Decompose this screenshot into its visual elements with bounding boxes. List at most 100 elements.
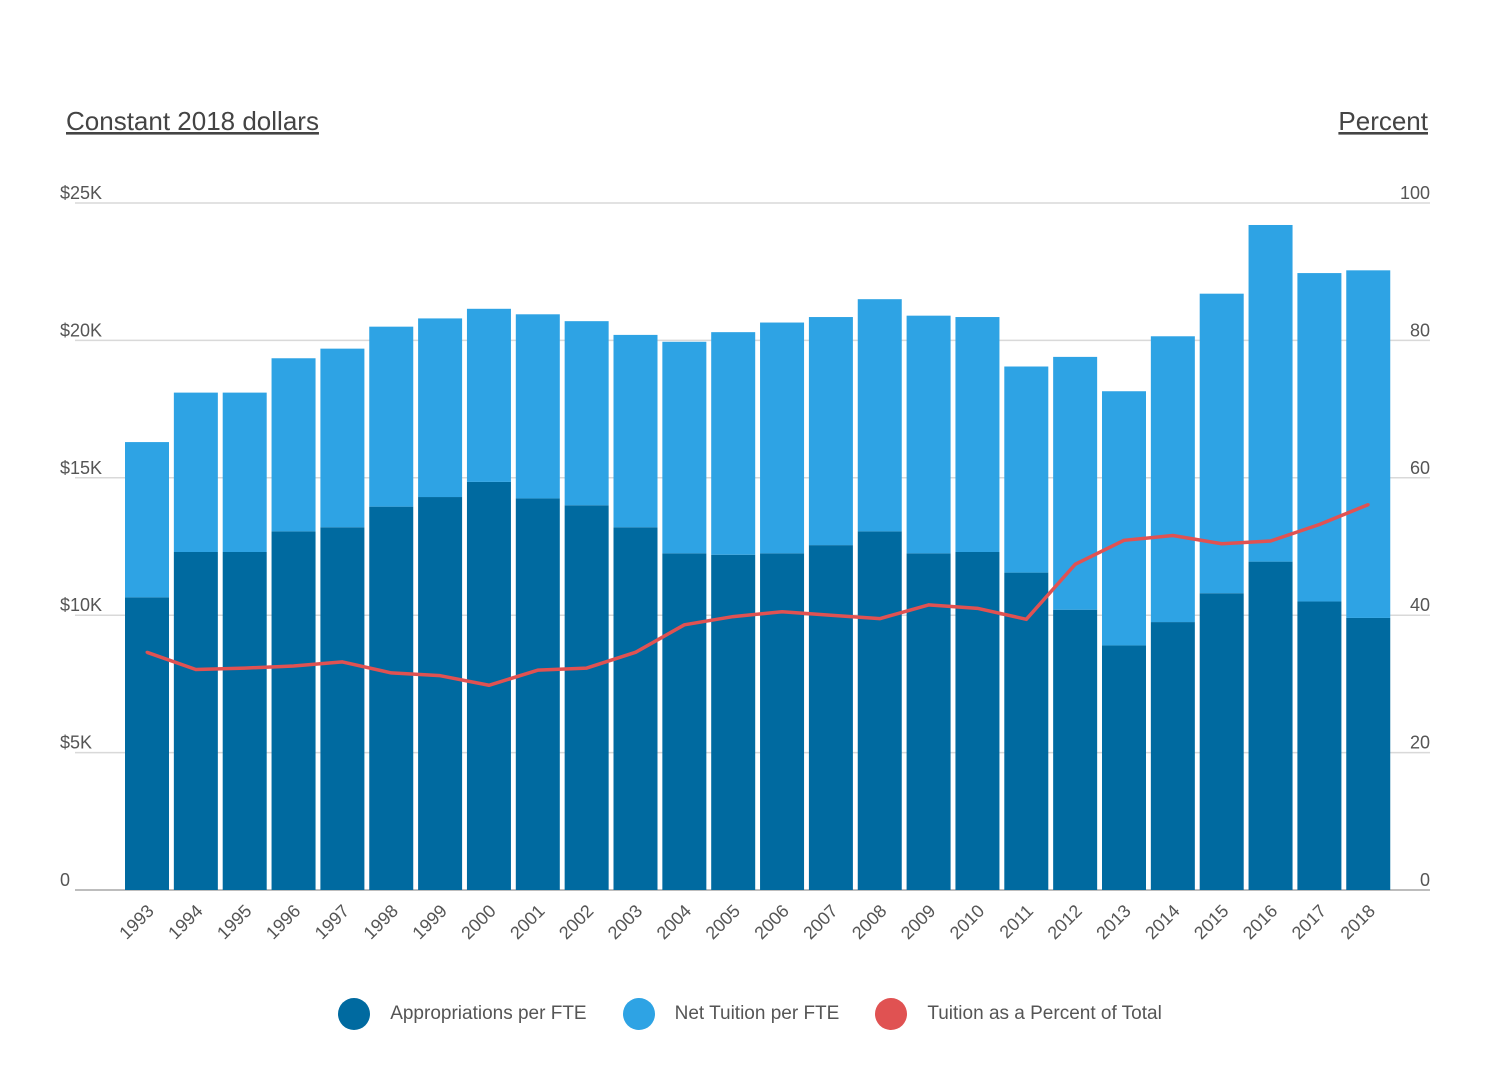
x-tick-label: 2006 xyxy=(750,901,792,943)
left-tick-label: $5K xyxy=(60,733,92,753)
bar-appropriations xyxy=(320,527,365,890)
line-point xyxy=(585,666,589,670)
left-axis-ticks: 0 $5K $10K $15K $20K $25K xyxy=(60,183,102,890)
bar-appropriations xyxy=(173,551,218,890)
x-tick-label: 1997 xyxy=(311,901,353,943)
legend-label-net-tuition: Net Tuition per FTE xyxy=(674,1003,840,1024)
bar-appropriations xyxy=(1297,601,1342,890)
legend-item-appropriations: Appropriations per FTE xyxy=(338,998,587,1030)
line-point xyxy=(1122,538,1126,542)
bar-net-tuition xyxy=(1004,366,1049,573)
x-tick-label: 2014 xyxy=(1141,901,1183,943)
line-point xyxy=(682,623,686,627)
x-tick-label: 2009 xyxy=(897,901,939,943)
left-tick-label: $25K xyxy=(60,183,102,203)
line-point xyxy=(780,610,784,614)
legend-swatch-tuition-percent xyxy=(875,998,908,1030)
line-point xyxy=(878,617,882,621)
bar-net-tuition xyxy=(808,317,853,546)
bar-appropriations xyxy=(369,506,414,890)
bar-appropriations xyxy=(955,551,1000,890)
bar-appropriations xyxy=(711,554,756,890)
bar-net-tuition xyxy=(662,341,707,554)
right-tick-label: 40 xyxy=(1410,595,1430,615)
line-point xyxy=(829,613,833,617)
x-tick-label: 2002 xyxy=(555,901,597,943)
bar-net-tuition xyxy=(906,315,951,554)
bar-appropriations xyxy=(1346,617,1391,890)
bar-net-tuition xyxy=(1297,273,1342,602)
bar-appropriations xyxy=(271,531,316,890)
left-tick-label: 0 xyxy=(60,870,70,890)
line-point xyxy=(634,650,637,654)
bar-appropriations xyxy=(1199,593,1244,890)
x-axis-ticks: 1993 1994 1995 1996 1997 1998 1999 2000 2001 2002… xyxy=(115,901,1379,943)
bar-appropriations xyxy=(662,553,707,890)
x-tick-label: 2017 xyxy=(1288,901,1330,943)
bar-appropriations xyxy=(1053,609,1098,890)
chart-area: Constant 2018 dollars Percent 0 $5K $10K $1… xyxy=(60,106,1430,943)
line-point xyxy=(1171,534,1175,538)
line-point xyxy=(927,603,931,607)
line-point xyxy=(1073,562,1077,566)
bar-appropriations xyxy=(857,531,902,890)
line-point xyxy=(487,683,491,687)
x-tick-label: 1993 xyxy=(115,901,157,943)
left-tick-label: $15K xyxy=(60,458,102,478)
bar-net-tuition xyxy=(857,299,902,532)
bar-net-tuition xyxy=(1346,270,1391,618)
x-tick-label: 1994 xyxy=(164,901,206,943)
left-axis-title: Constant 2018 dollars xyxy=(66,106,319,136)
x-tick-label: 2008 xyxy=(848,901,890,943)
x-tick-label: 1996 xyxy=(262,901,304,943)
line-point xyxy=(536,668,540,672)
line-point xyxy=(1220,542,1224,546)
x-tick-label: 2018 xyxy=(1337,901,1379,943)
x-tick-label: 2004 xyxy=(653,901,695,943)
legend-item-net-tuition: Net Tuition per FTE xyxy=(622,998,840,1030)
line-point xyxy=(194,667,198,671)
bar-net-tuition xyxy=(369,326,414,507)
x-tick-label: 2001 xyxy=(506,901,548,943)
legend-label-tuition-percent: Tuition as a Percent of Total xyxy=(927,1003,1162,1024)
bar-net-tuition xyxy=(173,392,218,552)
x-tick-label: 1995 xyxy=(213,901,255,943)
bar-appropriations xyxy=(1004,572,1049,890)
bar-net-tuition xyxy=(1102,391,1146,646)
bar-net-tuition xyxy=(271,358,316,532)
bar-net-tuition xyxy=(613,334,658,528)
line-series xyxy=(145,502,1370,688)
x-tick-label: 2012 xyxy=(1044,901,1086,943)
bar-net-tuition xyxy=(760,322,805,554)
line-point xyxy=(145,650,149,654)
line-point xyxy=(731,615,735,619)
right-tick-label: 0 xyxy=(1420,870,1430,890)
legend: Appropriations per FTE Net Tuition per F… xyxy=(0,998,1500,1030)
bar-appropriations xyxy=(1150,622,1195,890)
x-tick-label: 2005 xyxy=(702,901,744,943)
bar-appropriations xyxy=(222,551,267,890)
bar-net-tuition xyxy=(515,314,560,499)
bar-appropriations xyxy=(1248,561,1293,890)
x-tick-label: 2013 xyxy=(1092,901,1134,943)
line-point xyxy=(1269,539,1273,543)
bar-net-tuition xyxy=(466,308,511,482)
right-tick-label: 20 xyxy=(1410,733,1430,753)
x-tick-label: 2007 xyxy=(799,901,841,943)
bar-net-tuition xyxy=(125,442,169,598)
left-tick-label: $20K xyxy=(60,320,102,340)
x-tick-label: 2000 xyxy=(457,901,499,943)
bar-net-tuition xyxy=(320,348,365,528)
bar-net-tuition xyxy=(1199,293,1244,594)
right-tick-label: 60 xyxy=(1410,458,1430,478)
x-tick-label: 2003 xyxy=(604,901,646,943)
line-point xyxy=(389,671,393,675)
x-tick-label: 2015 xyxy=(1190,901,1232,943)
bar-net-tuition xyxy=(711,332,756,555)
line-point xyxy=(1366,503,1370,507)
bar-net-tuition xyxy=(955,317,1000,552)
line-point xyxy=(438,674,442,678)
line-point xyxy=(243,666,247,670)
line-point xyxy=(1024,617,1028,621)
bar-net-tuition xyxy=(564,321,609,506)
